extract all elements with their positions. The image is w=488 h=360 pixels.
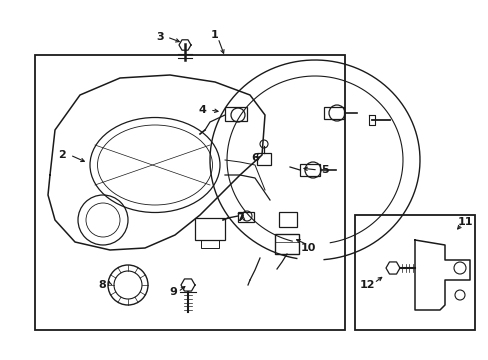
Text: 10: 10 bbox=[300, 243, 315, 253]
Bar bbox=[195, 218, 224, 240]
Text: 8: 8 bbox=[98, 280, 106, 290]
Bar bbox=[257, 153, 270, 165]
Bar bbox=[324, 107, 343, 119]
Bar bbox=[35, 55, 345, 330]
Bar bbox=[224, 107, 246, 121]
Text: 4: 4 bbox=[198, 105, 205, 115]
Bar bbox=[238, 212, 253, 222]
Text: 11: 11 bbox=[456, 217, 472, 227]
Text: 1: 1 bbox=[211, 30, 219, 40]
Text: 5: 5 bbox=[321, 165, 328, 175]
Bar bbox=[279, 212, 296, 227]
Text: 7: 7 bbox=[236, 213, 244, 223]
Bar bbox=[354, 215, 474, 330]
Bar bbox=[299, 164, 319, 176]
Text: 12: 12 bbox=[359, 280, 374, 290]
Text: 6: 6 bbox=[250, 153, 259, 163]
Text: 2: 2 bbox=[58, 150, 66, 160]
Bar bbox=[201, 240, 219, 248]
Text: 3: 3 bbox=[156, 32, 163, 42]
Bar bbox=[274, 234, 298, 254]
Text: 9: 9 bbox=[169, 287, 177, 297]
